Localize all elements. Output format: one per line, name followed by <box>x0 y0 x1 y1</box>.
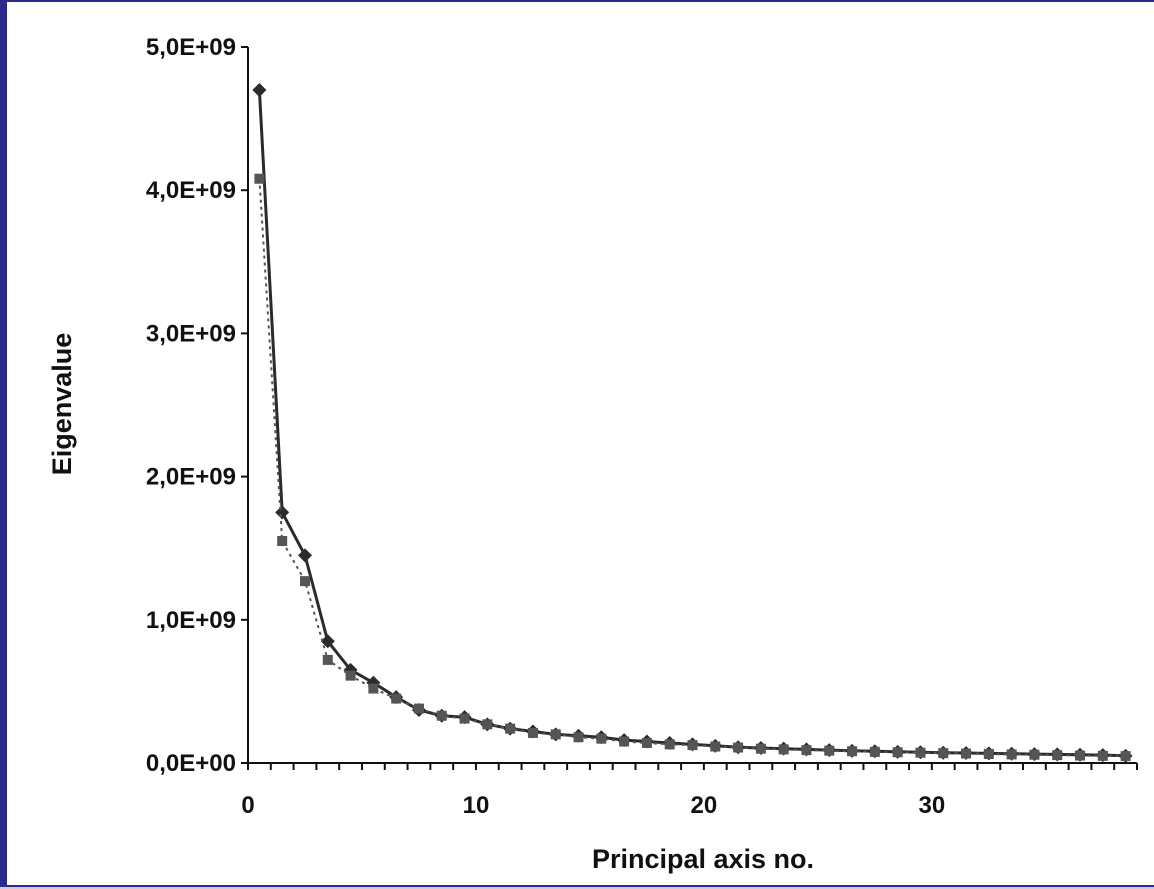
data-point <box>277 536 288 547</box>
data-point <box>1075 750 1086 761</box>
data-point <box>482 719 493 730</box>
y-tick-label: 0,0E+00 <box>146 750 236 777</box>
data-point <box>505 723 516 734</box>
data-point <box>320 634 335 649</box>
series-1 <box>252 82 1133 763</box>
data-point <box>1052 750 1063 761</box>
data-point <box>915 747 926 758</box>
y-tick-label: 3,0E+09 <box>146 320 236 347</box>
data-point <box>824 745 835 756</box>
x-tick-label: 0 <box>241 792 254 819</box>
data-point <box>664 739 675 750</box>
axes <box>247 47 1137 764</box>
data-point <box>755 743 766 754</box>
data-point <box>687 740 698 751</box>
data-point <box>983 748 994 759</box>
data-point <box>847 746 858 757</box>
series-layer <box>252 82 1133 763</box>
data-point <box>459 713 470 724</box>
data-point <box>641 737 652 748</box>
x-axis-ticks: 0 10 20 30 <box>241 763 1138 819</box>
data-point <box>892 747 903 758</box>
series-line <box>257 89 1126 758</box>
data-point <box>1029 749 1040 760</box>
x-tick-label: 20 <box>691 792 718 819</box>
data-point <box>275 505 290 520</box>
data-point <box>778 744 789 755</box>
data-point <box>733 742 744 753</box>
data-point <box>938 748 949 759</box>
data-point <box>1120 751 1131 762</box>
data-point <box>619 736 630 747</box>
x-axis-title: Principal axis no. <box>592 844 814 874</box>
y-tick-label: 1,0E+09 <box>146 607 236 634</box>
data-point <box>710 741 721 752</box>
data-point <box>413 703 424 714</box>
data-point <box>573 732 584 743</box>
data-point <box>1006 749 1017 760</box>
data-point <box>254 173 265 184</box>
y-tick-label: 2,0E+09 <box>146 464 236 491</box>
y-tick-label: 4,0E+09 <box>146 177 236 204</box>
data-point <box>322 654 333 665</box>
data-point <box>527 727 538 738</box>
series-line <box>258 178 1126 758</box>
y-axis-title: Eigenvalue <box>47 333 77 476</box>
data-point <box>252 82 267 97</box>
y-tick-label: 5,0E+09 <box>146 34 236 61</box>
data-point <box>297 548 312 563</box>
x-tick-label: 30 <box>918 792 945 819</box>
data-point <box>299 576 310 587</box>
data-point <box>596 733 607 744</box>
data-point <box>368 683 379 694</box>
data-point <box>1097 750 1108 761</box>
data-point <box>801 745 812 756</box>
data-point <box>436 710 447 721</box>
eigenvalue-chart: 0,0E+00 1,0E+09 2,0E+09 3,0E+09 4,0E+09 5,0E+… <box>47 34 1138 874</box>
data-point <box>391 693 402 704</box>
data-point <box>550 729 561 740</box>
x-tick-label: 10 <box>463 792 490 819</box>
data-point <box>345 670 356 681</box>
y-axis-ticks: 0,0E+00 1,0E+09 2,0E+09 3,0E+09 4,0E+09 5,0E+… <box>146 34 248 777</box>
data-point <box>869 746 880 757</box>
data-point <box>961 748 972 759</box>
series-2 <box>254 173 1131 762</box>
